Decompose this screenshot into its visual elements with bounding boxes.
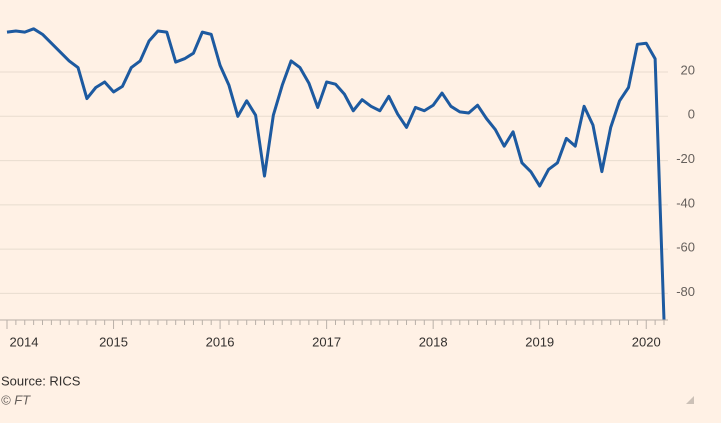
credit: © FT bbox=[1, 392, 31, 407]
x-tick-label: 2020 bbox=[632, 334, 661, 349]
y-tick-label: -80 bbox=[676, 284, 695, 299]
resize-handle bbox=[686, 396, 694, 404]
source: Source: RICS bbox=[1, 373, 81, 388]
x-tick-label: 2019 bbox=[525, 334, 554, 349]
grid bbox=[0, 71, 668, 294]
y-tick-label: -40 bbox=[676, 195, 695, 210]
y-tick-label: 0 bbox=[688, 107, 695, 122]
x-tick-label: 2017 bbox=[312, 334, 341, 349]
x-tick-label: 2018 bbox=[419, 334, 448, 349]
y-tick-label: 20 bbox=[681, 62, 695, 77]
x-tick-label: 2014 bbox=[10, 334, 39, 349]
x-tick-label: 2016 bbox=[206, 334, 235, 349]
y-tick-label: -20 bbox=[676, 151, 695, 166]
line-series bbox=[6, 27, 666, 321]
x-tick-label: 2015 bbox=[99, 334, 128, 349]
y-tick-label: -60 bbox=[676, 240, 695, 255]
plot bbox=[6, 27, 666, 321]
